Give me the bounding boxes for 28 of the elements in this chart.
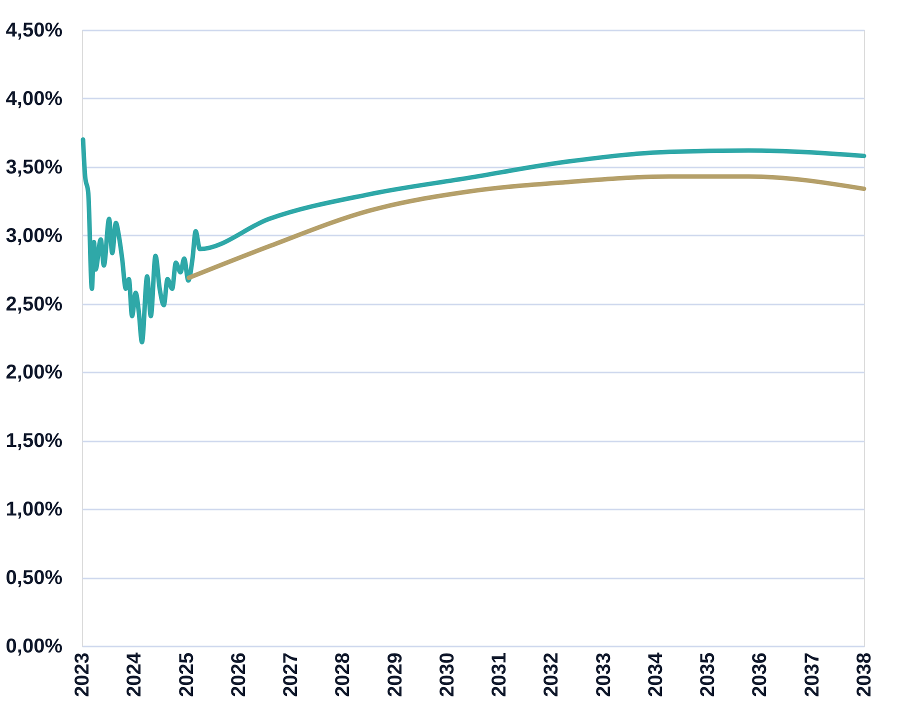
x-tick-label: 2023	[72, 652, 94, 697]
y-tick-label: 4,00%	[6, 88, 63, 110]
y-tick-label: 1,00%	[6, 498, 63, 521]
x-tick-label: 2027	[280, 652, 302, 697]
x-tick-label: 2028	[332, 652, 354, 697]
line-series	[186, 174, 866, 280]
y-tick-label: 0,50%	[6, 567, 63, 590]
y-tick-label: 3,50%	[6, 156, 63, 178]
x-tick-label: 2032	[540, 652, 563, 697]
y-tick-label: 2,50%	[6, 293, 63, 316]
line-series	[80, 137, 866, 344]
x-tick-label: 2025	[176, 652, 198, 697]
y-tick-label: 4,50%	[6, 20, 63, 42]
x-tick-label: 2033	[592, 652, 615, 697]
x-tick-label: 2038	[854, 652, 876, 697]
x-tick-label: 2026	[228, 652, 250, 697]
y-tick-label: 3,00%	[6, 224, 63, 247]
x-tick-label: 2037	[801, 652, 824, 697]
x-tick-label: 2031	[488, 652, 511, 697]
y-tick-label: 0,00%	[6, 636, 63, 658]
x-tick-label: 2034	[644, 652, 667, 697]
y-tick-label: 1,50%	[6, 430, 63, 452]
x-tick-label: 2030	[436, 652, 458, 697]
x-tick-label: 2035	[697, 652, 720, 697]
x-tick-label: 2029	[384, 652, 406, 697]
x-tick-label: 2036	[749, 652, 772, 697]
x-tick-label: 2024	[124, 652, 146, 697]
y-tick-label: 2,00%	[6, 362, 63, 384]
